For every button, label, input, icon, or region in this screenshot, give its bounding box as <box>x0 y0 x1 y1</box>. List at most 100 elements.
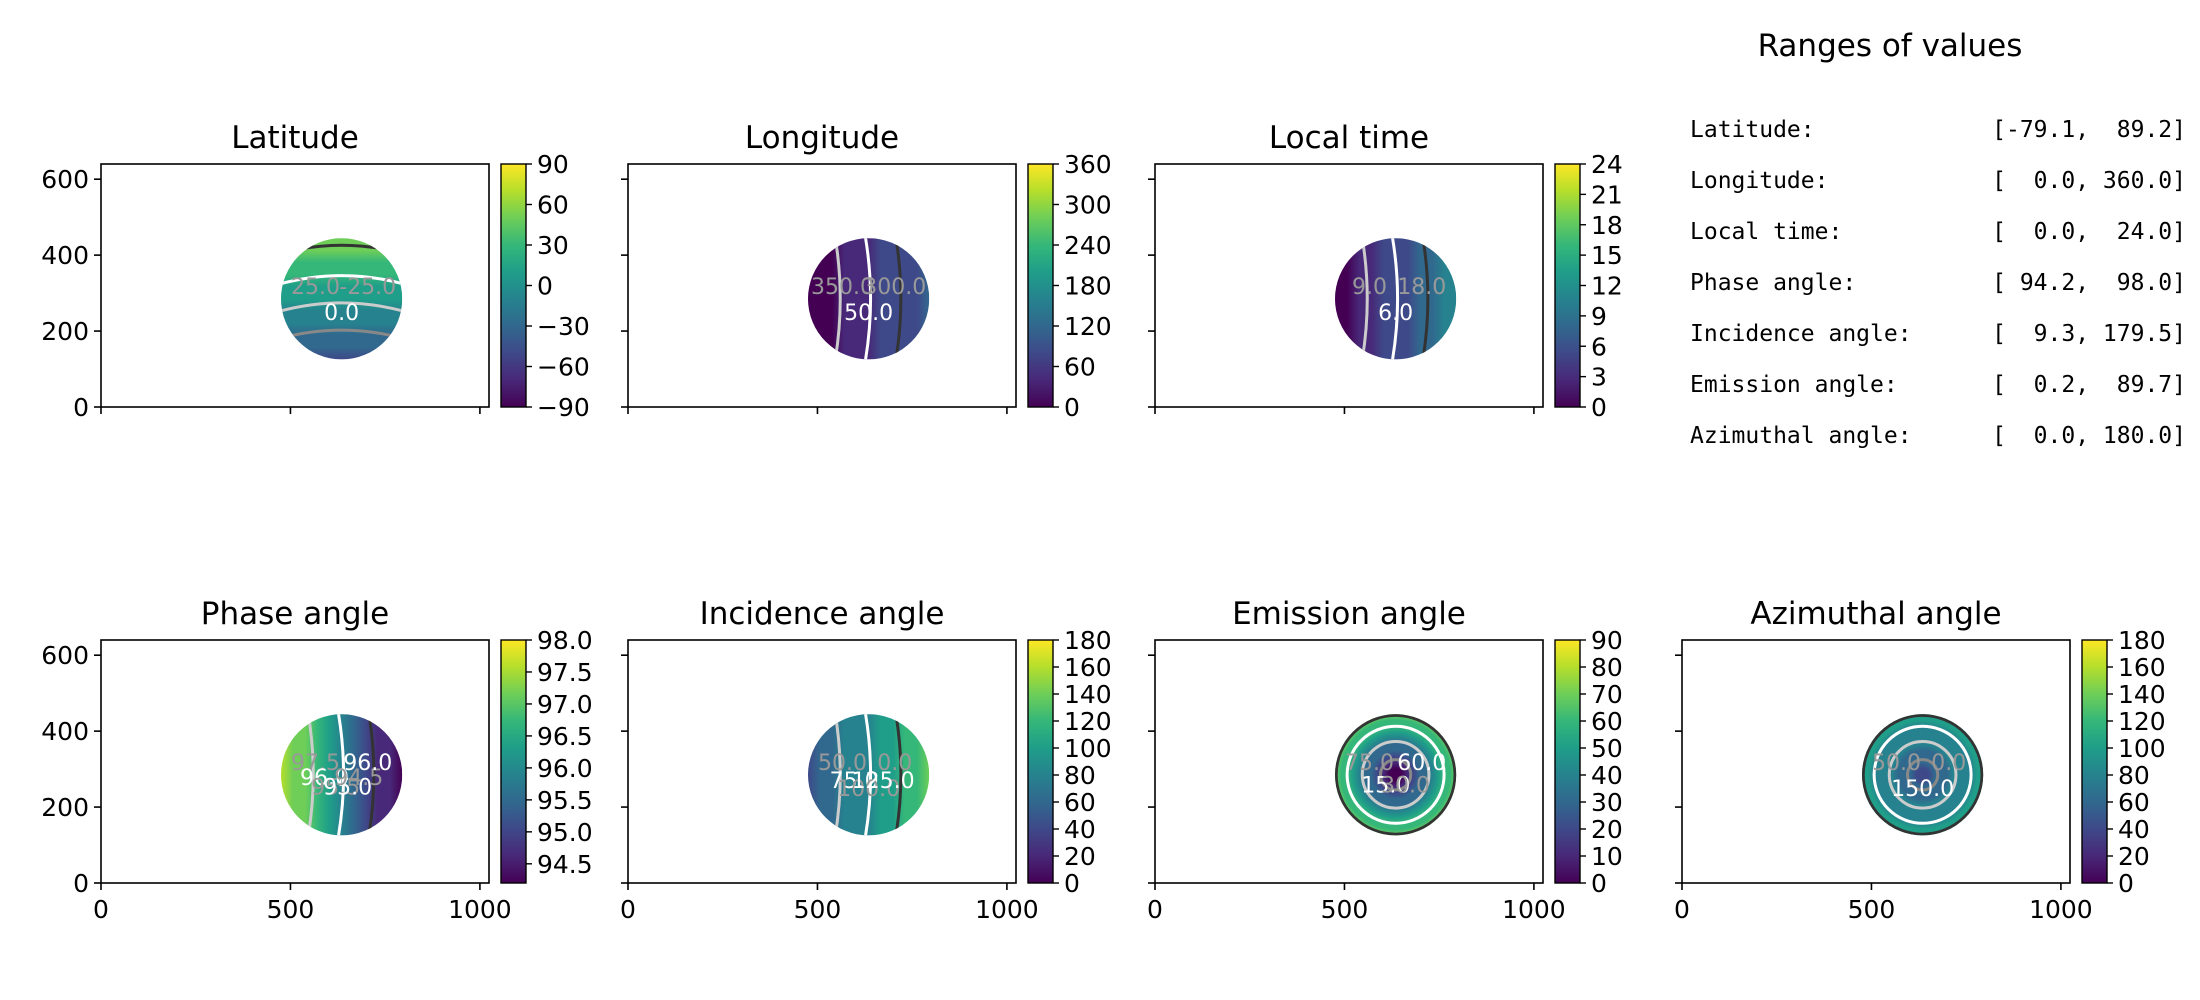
contour-line <box>894 714 903 836</box>
panels: Latitude25.00.0-25.002004006009060300−30… <box>41 120 2165 924</box>
contour-line <box>864 714 873 836</box>
colorbar-tick-label: 97.0 <box>537 690 593 719</box>
colorbar-tick-label: 97.5 <box>537 658 593 687</box>
panel-title: Incidence angle <box>700 596 945 632</box>
colorbar-tick-label: 160 <box>1064 653 1112 682</box>
contour-line <box>1905 758 1940 792</box>
y-tick-label: 200 <box>41 317 89 346</box>
colorbar <box>500 639 527 884</box>
axes-frame <box>1154 639 1544 884</box>
contour-label: 125.0 <box>852 769 915 794</box>
colorbar-tick-label: 60 <box>1591 707 1623 736</box>
x-tick-label: 1000 <box>975 895 1039 924</box>
colorbar-tick-label: 60 <box>1064 788 1096 817</box>
contour-line <box>1345 724 1446 825</box>
range-value: [ 94.2, 98.0] <box>1992 270 2186 296</box>
contour-label: 94.5 <box>334 766 383 791</box>
contour-line <box>894 238 903 360</box>
range-value: [-79.1, 89.2] <box>1992 117 2186 143</box>
panel-title: Local time <box>1269 120 1429 156</box>
axes-frame <box>1154 163 1544 408</box>
contour-label: 0.0 <box>877 751 912 776</box>
range-label: Longitude: <box>1690 168 1828 194</box>
colorbar-tick-label: 20 <box>2118 842 2150 871</box>
range-value: [ 0.0, 360.0] <box>1992 168 2186 194</box>
range-label: Azimuthal angle: <box>1690 423 1912 449</box>
contour-line <box>1334 714 1457 836</box>
contour-label: 30.0 <box>1381 773 1430 798</box>
colorbar-tick-label: −30 <box>537 312 590 341</box>
contour-label: 350.0 <box>811 275 874 300</box>
contour-label: 0.0 <box>324 301 359 326</box>
colorbar-tick-label: 9 <box>1591 302 1607 331</box>
colorbar-tick-label: 60 <box>2118 788 2150 817</box>
contour-label: -25.0 <box>339 275 396 300</box>
colorbar <box>500 163 527 408</box>
colorbar-tick-label: 80 <box>2118 761 2150 790</box>
colorbar <box>1027 163 1054 408</box>
axes-frame <box>100 163 490 408</box>
colorbar-tick-label: 40 <box>1064 815 1096 844</box>
colorbar-tick-label: 180 <box>1064 626 1112 655</box>
x-tick-label: 0 <box>93 895 109 924</box>
colorbar <box>1554 163 1581 408</box>
contour-line <box>1872 724 1973 825</box>
x-tick-label: 0 <box>1674 895 1690 924</box>
x-tick-label: 1000 <box>448 895 512 924</box>
colorbar-tick-label: 12 <box>1591 272 1623 301</box>
contour-label: 9.0 <box>1352 275 1387 300</box>
contour-line <box>280 274 403 286</box>
y-tick-label: 0 <box>73 393 89 422</box>
colorbar-tick-label: 96.5 <box>537 722 593 751</box>
range-label: Local time: <box>1690 219 1842 245</box>
panel-title: Latitude <box>231 120 359 156</box>
contour-line <box>1861 714 1984 836</box>
x-tick-label: 500 <box>267 895 315 924</box>
x-tick-label: 500 <box>1321 895 1369 924</box>
panel-title: Emission angle <box>1232 596 1466 632</box>
colorbar-tick-label: 90 <box>537 150 569 179</box>
contour-label: 75.0 <box>830 769 879 794</box>
contour-label: 50.0 <box>1872 751 1921 776</box>
colorbar-tick-label: 60 <box>1064 353 1096 382</box>
contour-line <box>1887 739 1958 810</box>
y-tick-label: 400 <box>41 241 89 270</box>
colorbar-tick-label: 180 <box>2118 626 2166 655</box>
y-tick-label: 200 <box>41 793 89 822</box>
colorbar-tick-label: 140 <box>1064 680 1112 709</box>
colorbar-tick-label: 100 <box>1064 734 1112 763</box>
axes-frame <box>100 639 490 884</box>
contour-label: 95.0 <box>323 776 372 801</box>
colorbar-tick-label: 0 <box>1591 869 1607 898</box>
y-tick-label: 400 <box>41 717 89 746</box>
disc-image <box>1334 714 1457 836</box>
contour-label: 97.5 <box>291 751 340 776</box>
colorbar <box>1027 639 1054 884</box>
colorbar-tick-label: 18 <box>1591 211 1623 240</box>
contour-line <box>864 238 873 360</box>
colorbar-tick-label: 80 <box>1591 653 1623 682</box>
axes-frame <box>627 163 1017 408</box>
range-label: Phase angle: <box>1690 270 1856 296</box>
x-tick-label: 500 <box>1848 895 1896 924</box>
contour-label: 50.0 <box>818 751 867 776</box>
colorbar-tick-label: 100 <box>2118 734 2166 763</box>
y-tick-label: 0 <box>73 869 89 898</box>
contour-label: 150.0 <box>1891 777 1954 802</box>
contour-line <box>306 714 315 836</box>
colorbar-tick-label: 120 <box>1064 312 1112 341</box>
colorbar-tick-label: 70 <box>1591 680 1623 709</box>
contour-line <box>280 301 403 313</box>
contour-line <box>1360 739 1431 810</box>
contour-line <box>280 328 403 340</box>
colorbar-tick-label: 30 <box>1591 788 1623 817</box>
x-tick-label: 1000 <box>1502 895 1566 924</box>
ranges-of-values: Ranges of values Latitude: [-79.1, 89.2]L… <box>1690 28 2186 449</box>
colorbar-tick-label: 21 <box>1591 180 1623 209</box>
contour-label: 60.0 <box>1397 751 1446 776</box>
contour-line <box>1378 758 1413 792</box>
